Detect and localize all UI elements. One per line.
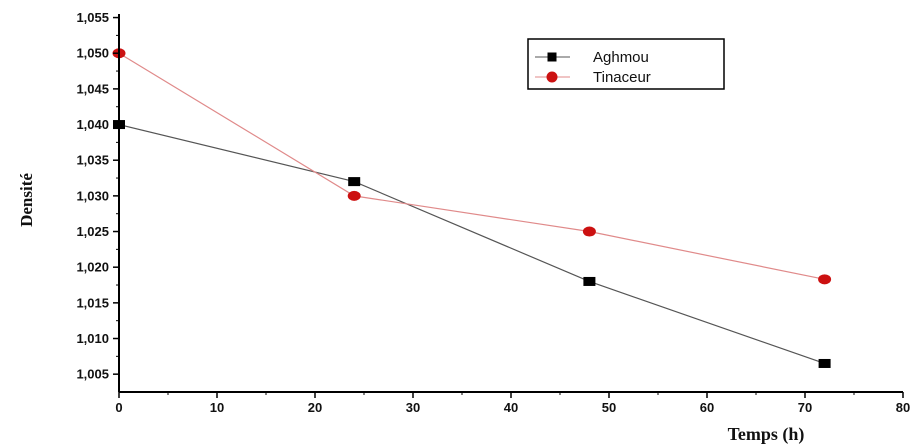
x-ticks: 0 10 20 30 40 50 60 70 80 [115, 392, 910, 415]
y-tick-label: 1,010 [76, 331, 109, 346]
legend-marker-aghmou [547, 52, 557, 62]
x-tick-label: 30 [406, 400, 420, 415]
y-tick-label: 1,005 [76, 367, 109, 382]
x-tick-label: 10 [210, 400, 224, 415]
data-point-tinaceur [818, 274, 832, 285]
legend-marker-tinaceur [546, 71, 558, 83]
y-tick-label: 1,025 [76, 224, 109, 239]
data-point-aghmou [583, 276, 596, 286]
series-lines [118, 52, 825, 365]
legend-label-aghmou: Aghmou [593, 49, 649, 66]
x-tick-label: 50 [602, 400, 616, 415]
x-tick-label: 80 [896, 400, 910, 415]
legend-label-tinaceur: Tinaceur [593, 69, 651, 86]
y-axis-title: Densité [17, 173, 36, 227]
series-markers [112, 48, 832, 368]
x-tick-label: 60 [700, 400, 714, 415]
y-tick-label: 1,040 [76, 117, 109, 132]
y-tick-label: 1,045 [76, 81, 109, 96]
legend: Aghmou Tinaceur [527, 38, 725, 90]
series-line-aghmou [118, 123, 825, 365]
y-tick-label: 1,055 [76, 10, 109, 25]
y-ticks: 1,005 1,010 1,015 1,020 1,025 1,030 1,035 1,040… [76, 10, 119, 382]
data-point-tinaceur [582, 226, 596, 237]
y-tick-label: 1,020 [76, 260, 109, 275]
legend-box [527, 38, 725, 90]
y-tick-label: 1,030 [76, 188, 109, 203]
x-tick-label: 20 [308, 400, 322, 415]
data-point-aghmou [348, 177, 361, 187]
data-point-tinaceur [347, 190, 361, 201]
data-point-aghmou [818, 358, 831, 368]
x-tick-label: 0 [115, 400, 122, 415]
y-tick-label: 1,015 [76, 295, 109, 310]
axes [118, 14, 903, 393]
x-axis-title: Temps (h) [728, 424, 805, 444]
x-tick-label: 70 [798, 400, 812, 415]
x-tick-label: 40 [504, 400, 518, 415]
series-line-tinaceur [118, 52, 825, 280]
y-tick-label: 1,050 [76, 46, 109, 61]
y-tick-label: 1,035 [76, 153, 109, 168]
